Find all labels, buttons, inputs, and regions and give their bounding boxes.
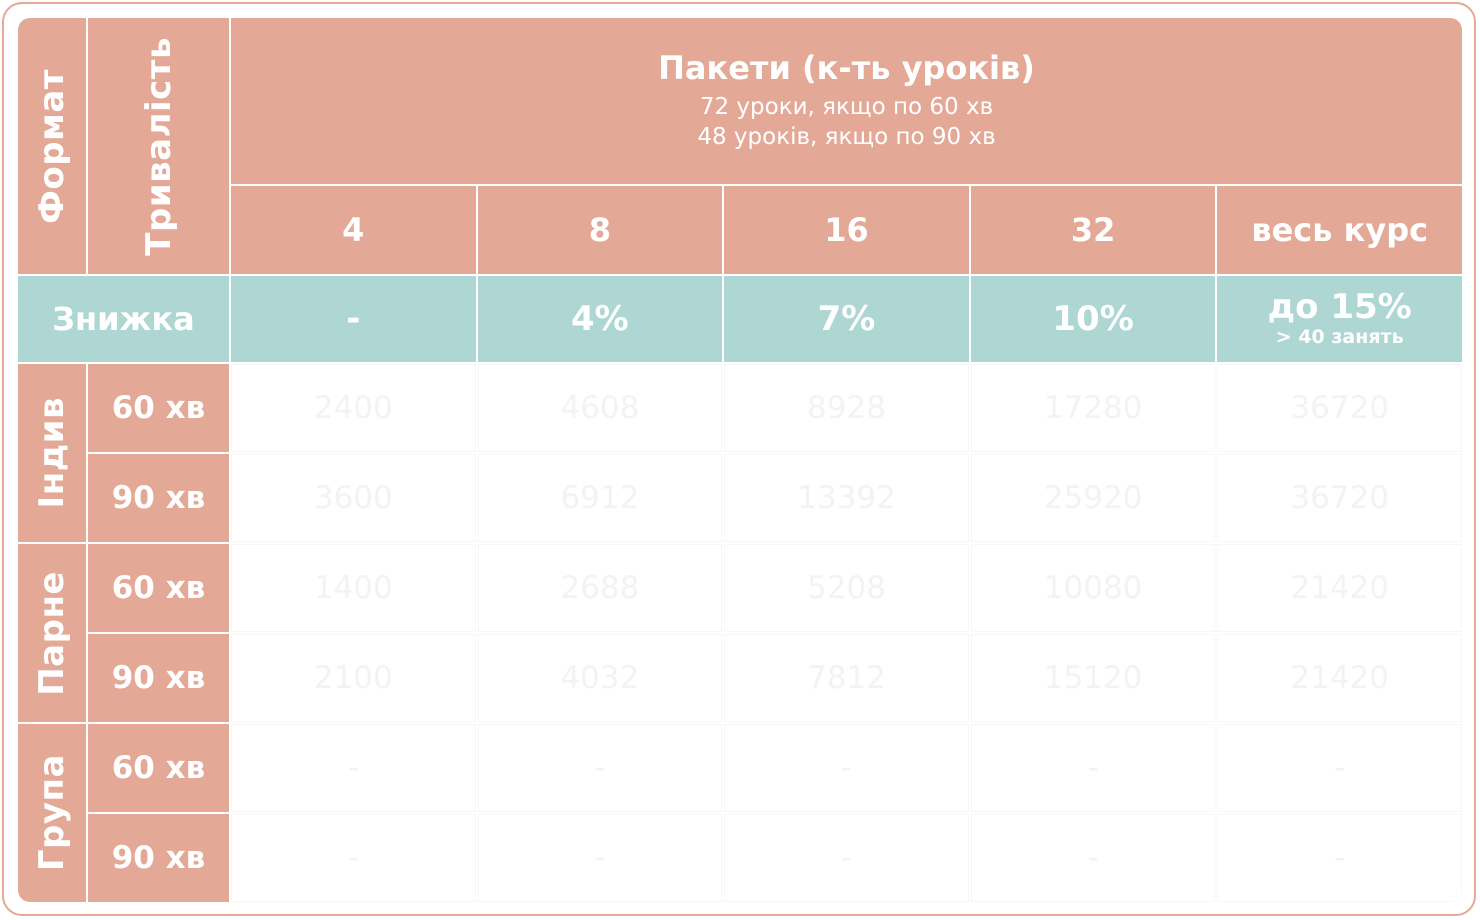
duration-cell: 90 хв [88, 454, 229, 542]
price-cell: - [970, 814, 1216, 902]
price-cell: 2688 [477, 544, 723, 632]
price-cell: 1400 [231, 544, 476, 632]
price-cell: - [1217, 724, 1462, 812]
group-label: Індив [18, 364, 86, 542]
format-header: Формат [18, 18, 86, 274]
price-cell: 5208 [724, 544, 969, 632]
group-name: Індив [32, 397, 72, 509]
group-label: Група [18, 724, 86, 902]
duration-cell: 60 хв [88, 724, 229, 812]
discount-value: 10% [970, 276, 1216, 362]
package-4: 4 [231, 186, 476, 274]
format-header-label: Формат [32, 68, 72, 224]
discount-value: 7% [724, 276, 969, 362]
price-table: Формат Тривалість Пакети (к-ть уроків) 7… [18, 18, 1462, 902]
price-cell: 25920 [970, 454, 1216, 542]
packages-title: Пакети (к-ть уроків) [658, 48, 1035, 87]
discount-label: Знижка [18, 276, 229, 362]
discount-value: - [231, 276, 476, 362]
discount-full-course: до 15% > 40 занять [1217, 276, 1462, 362]
price-cell: 15120 [970, 634, 1216, 722]
discount-note: > 40 занять [1275, 325, 1404, 348]
price-cell: - [1217, 814, 1462, 902]
price-cell: - [231, 814, 476, 902]
package-full-course: весь курс [1217, 186, 1462, 274]
price-cell: 2100 [231, 634, 476, 722]
price-cell: - [970, 724, 1216, 812]
price-cell: - [231, 724, 476, 812]
price-cell: 17280 [970, 364, 1216, 452]
price-cell: 21420 [1217, 634, 1462, 722]
package-8: 8 [477, 186, 723, 274]
price-cell: 10080 [970, 544, 1216, 632]
packages-subtitle-2: 48 уроків, якщо по 90 хв [697, 124, 996, 151]
price-cell: 36720 [1217, 364, 1462, 452]
duration-header-label: Тривалість [138, 36, 179, 256]
price-cell: 2400 [231, 364, 476, 452]
price-cell: 4032 [477, 634, 723, 722]
duration-cell: 60 хв [88, 364, 229, 452]
package-32: 32 [970, 186, 1216, 274]
package-16: 16 [724, 186, 969, 274]
price-cell: 21420 [1217, 544, 1462, 632]
price-cell: 3600 [231, 454, 476, 542]
price-cell: - [477, 814, 723, 902]
price-cell: - [477, 724, 723, 812]
packages-subtitle-1: 72 уроки, якщо по 60 хв [699, 94, 994, 121]
discount-value: 4% [477, 276, 723, 362]
group-name: Парне [32, 570, 72, 696]
duration-header: Тривалість [88, 18, 229, 274]
packages-header: Пакети (к-ть уроків) 72 уроки, якщо по 6… [231, 18, 1462, 184]
price-cell: - [724, 814, 969, 902]
price-cell: - [724, 724, 969, 812]
group-name: Група [32, 754, 72, 872]
price-cell: 7812 [724, 634, 969, 722]
price-cell: 13392 [724, 454, 969, 542]
price-cell: 8928 [724, 364, 969, 452]
group-label: Парне [18, 544, 86, 722]
duration-cell: 60 хв [88, 544, 229, 632]
duration-cell: 90 хв [88, 814, 229, 902]
price-cell: 4608 [477, 364, 723, 452]
duration-cell: 90 хв [88, 634, 229, 722]
discount-value: до 15% [1267, 287, 1412, 328]
price-cell: 36720 [1217, 454, 1462, 542]
price-cell: 6912 [477, 454, 723, 542]
